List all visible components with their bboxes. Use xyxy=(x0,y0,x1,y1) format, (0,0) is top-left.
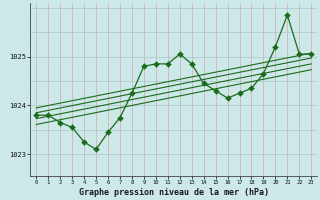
X-axis label: Graphe pression niveau de la mer (hPa): Graphe pression niveau de la mer (hPa) xyxy=(79,188,269,197)
